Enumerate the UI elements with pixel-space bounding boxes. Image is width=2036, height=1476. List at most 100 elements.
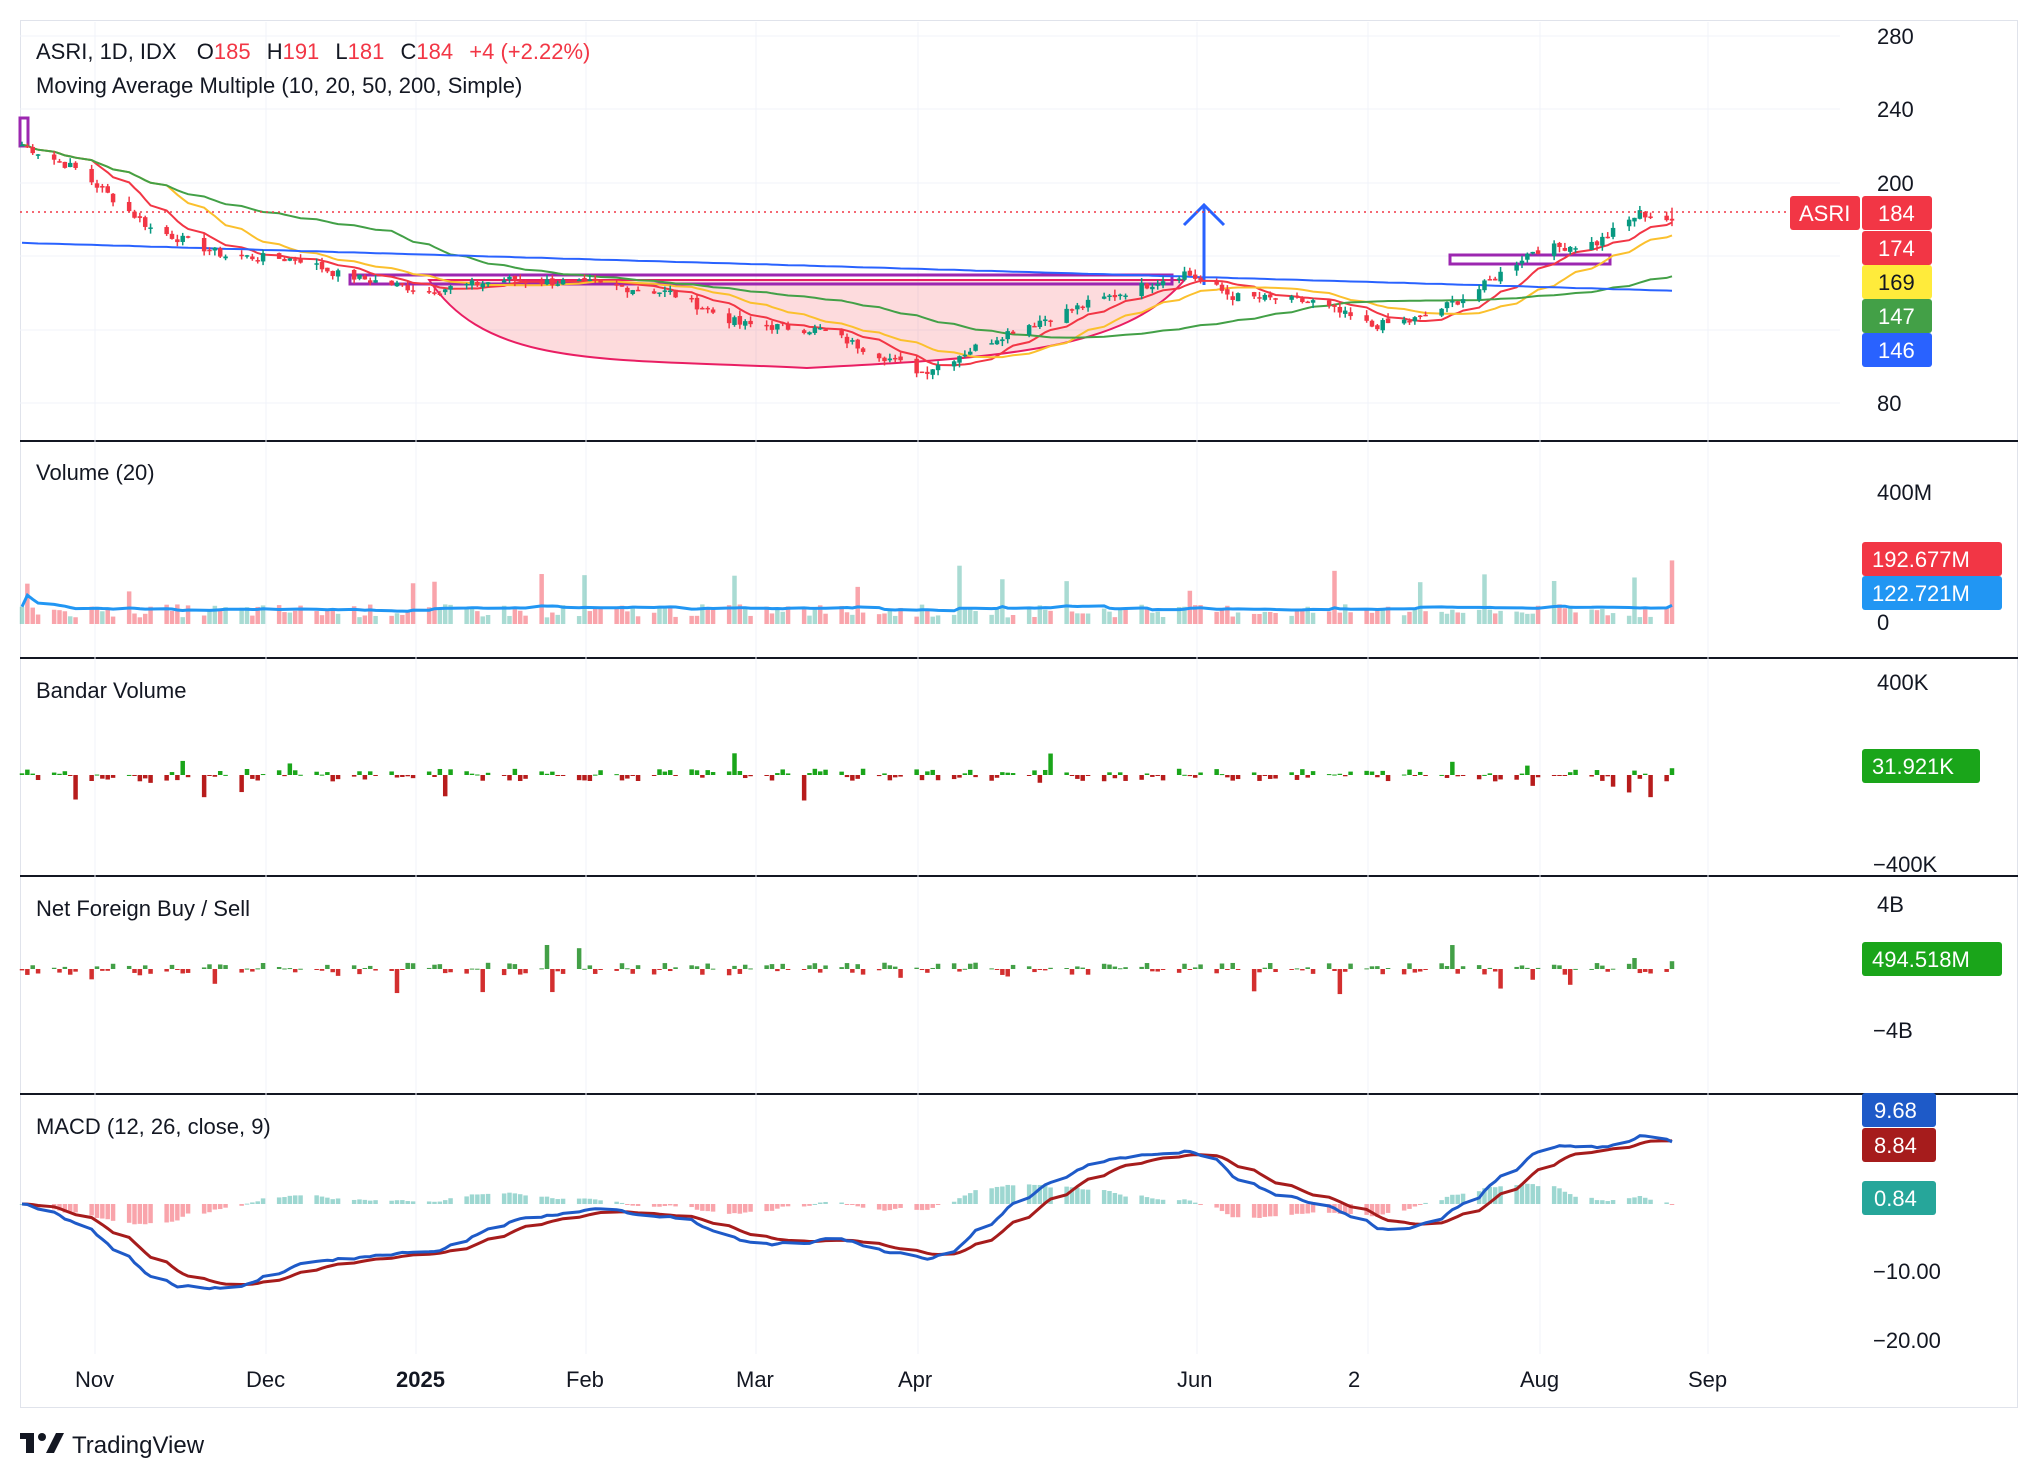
macd-hist-bar bbox=[742, 1204, 748, 1213]
foreign-title[interactable]: Net Foreign Buy / Sell bbox=[36, 896, 250, 921]
volume-bar bbox=[1042, 609, 1048, 624]
candle-body bbox=[357, 274, 362, 279]
macd-hist-bar bbox=[282, 1197, 287, 1204]
volume-bar bbox=[1342, 604, 1348, 624]
macd-hist-bar bbox=[1155, 1199, 1160, 1204]
volume-pane[interactable] bbox=[19, 560, 1675, 624]
foreign-bar bbox=[126, 965, 132, 969]
volume-bar bbox=[657, 607, 662, 624]
bandar-pane[interactable] bbox=[19, 753, 1675, 801]
volume-bar bbox=[1150, 612, 1155, 624]
candle-body bbox=[255, 260, 260, 262]
price-pane[interactable] bbox=[18, 116, 1860, 380]
bandar-bar bbox=[1000, 772, 1005, 775]
legend-header[interactable]: ASRI, 1D, IDX O185 H191 L181 C184 +4 (+2… bbox=[36, 39, 590, 98]
bandar-bar bbox=[544, 773, 550, 775]
bandar-bar bbox=[1037, 775, 1043, 783]
macd-hist-bar bbox=[1085, 1189, 1091, 1204]
gridlines bbox=[20, 22, 1840, 1354]
chart-frame[interactable] bbox=[20, 20, 2018, 1408]
ma-indicator-title[interactable]: Moving Average Multiple (10, 20, 50, 200… bbox=[36, 73, 522, 98]
volume-bar bbox=[1514, 611, 1519, 624]
time-axis[interactable]: Nov Dec 2025 Feb Mar Apr Jun 2 Aug Sep bbox=[75, 1367, 1727, 1392]
foreign-bar bbox=[544, 944, 550, 969]
price-tick: 200 bbox=[1877, 171, 1914, 196]
bandar-title[interactable]: Bandar Volume bbox=[36, 678, 186, 703]
macd-hist-bar bbox=[689, 1204, 694, 1208]
candle-body bbox=[1112, 294, 1118, 298]
macd-line bbox=[21, 1134, 1673, 1291]
candle-body bbox=[764, 324, 769, 327]
macd-hist-bar bbox=[673, 1204, 678, 1207]
macd-hist-bar bbox=[732, 1204, 737, 1214]
volume-bar bbox=[667, 606, 673, 624]
ma10-tag: 174 bbox=[1878, 236, 1915, 261]
candle-body bbox=[1000, 339, 1005, 342]
foreign-bar bbox=[1257, 969, 1262, 973]
bandar-bar bbox=[1064, 772, 1069, 775]
candle-body bbox=[51, 154, 57, 160]
candle-body bbox=[1155, 284, 1160, 286]
macd-hist-bar bbox=[657, 1204, 662, 1207]
bandar-bar bbox=[662, 771, 668, 775]
value-tags[interactable]: ASRI 184 174 169 147 146 192.677M 122.72… bbox=[1790, 196, 2002, 1215]
bandar-bar bbox=[357, 771, 362, 775]
foreign-bar bbox=[1273, 969, 1278, 973]
volume-bar bbox=[357, 617, 362, 624]
candle-body bbox=[67, 162, 73, 168]
macd-hist-bar bbox=[325, 1197, 330, 1204]
foreign-bar bbox=[1048, 967, 1053, 969]
bandar-bar bbox=[325, 772, 330, 775]
candle-body bbox=[630, 290, 635, 295]
candle-body bbox=[1150, 286, 1155, 290]
macd-hist-bar bbox=[351, 1199, 357, 1204]
foreign-tick: −4B bbox=[1873, 1018, 1913, 1043]
volume-bar bbox=[1144, 608, 1150, 624]
bandar-bar bbox=[30, 773, 35, 775]
candle-body bbox=[1632, 217, 1637, 222]
bandar-bar bbox=[989, 775, 994, 781]
bandar-bar bbox=[1369, 771, 1375, 775]
macd-hist-bar bbox=[769, 1204, 775, 1211]
foreign-bar bbox=[1192, 967, 1198, 969]
foreign-bar bbox=[700, 969, 705, 975]
candle-body bbox=[1160, 281, 1166, 286]
macd-hist-bar bbox=[94, 1204, 100, 1218]
volume-title[interactable]: Volume (20) bbox=[36, 460, 155, 485]
macd-hist-bar bbox=[919, 1204, 925, 1211]
macd-title[interactable]: MACD (12, 26, close, 9) bbox=[36, 1114, 271, 1139]
candle-body bbox=[635, 289, 641, 292]
candle-body bbox=[325, 267, 330, 272]
tradingview-logo[interactable]: TradingView bbox=[20, 1430, 204, 1462]
macd-pane[interactable] bbox=[19, 1134, 1675, 1291]
bandar-bar bbox=[1514, 775, 1519, 780]
bandar-bar bbox=[1176, 768, 1182, 775]
bandar-bar bbox=[630, 775, 635, 776]
volume-bar bbox=[555, 614, 560, 624]
symbol-line[interactable]: ASRI, 1D, IDX O185 H191 L181 C184 +4 (+2… bbox=[36, 39, 590, 64]
price-axis[interactable]: 280 240 200 80 400M 0 400K −400K 4B −4B … bbox=[1873, 24, 1941, 1353]
foreign-bar bbox=[555, 969, 560, 972]
volume-bar bbox=[539, 574, 544, 624]
foreign-bar bbox=[223, 965, 228, 969]
macd-hist-bar bbox=[1444, 1196, 1450, 1204]
foreign-bar bbox=[1085, 969, 1091, 975]
bandar-bar bbox=[582, 775, 587, 781]
volume-bar bbox=[1262, 611, 1268, 624]
foreign-pane[interactable] bbox=[19, 944, 1675, 995]
foreign-bar bbox=[73, 969, 78, 972]
foreign-bar bbox=[389, 969, 394, 971]
macd-hist-bar bbox=[1080, 1189, 1085, 1204]
volume-bar bbox=[957, 565, 962, 624]
volume-bar bbox=[807, 615, 812, 624]
macd-hist-bar bbox=[1642, 1197, 1648, 1204]
volume-bar bbox=[35, 614, 41, 624]
candle-body bbox=[710, 309, 716, 313]
foreign-bar bbox=[207, 964, 212, 969]
macd-hist-bar bbox=[764, 1204, 769, 1212]
bandar-bar bbox=[651, 775, 657, 776]
candle-body bbox=[1557, 242, 1562, 247]
foreign-bar bbox=[1610, 968, 1616, 970]
bandar-bar bbox=[1423, 775, 1428, 776]
